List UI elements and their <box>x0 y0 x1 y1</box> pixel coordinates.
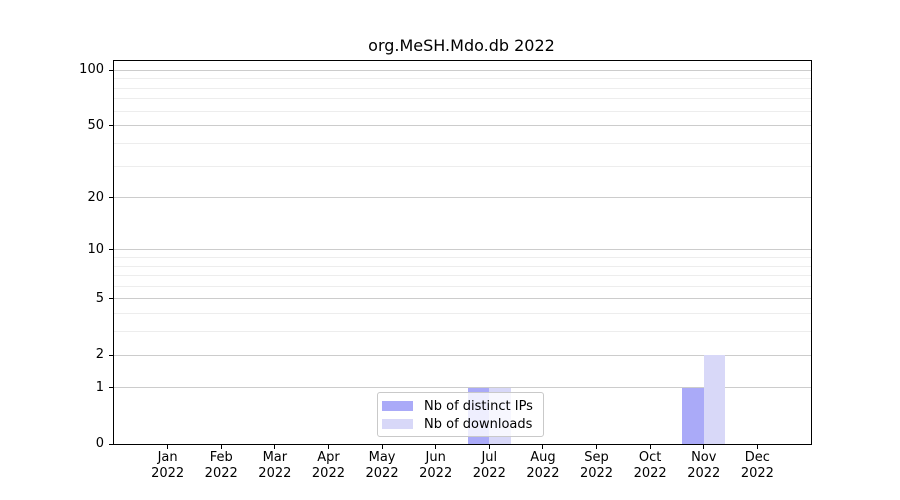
x-tick-mark-jul <box>488 445 490 449</box>
plot-area <box>113 60 812 445</box>
legend-label-distinct-ips: Nb of distinct IPs <box>424 398 533 414</box>
x-tick-label-mar: Mar 2022 <box>258 450 292 481</box>
minor-gridline-6 <box>114 285 811 287</box>
major-gridline-100 <box>114 69 811 71</box>
minor-gridline-4 <box>114 313 811 315</box>
bar-downloads-nov <box>703 355 726 444</box>
y-tick-mark-20 <box>109 197 113 199</box>
minor-gridline-60 <box>114 110 811 112</box>
x-tick-label-jan: Jan 2022 <box>151 450 185 481</box>
chart-title: org.MeSH.Mdo.db 2022 <box>368 36 555 55</box>
legend-swatch-distinct-ips <box>382 401 413 411</box>
y-tick-mark-2 <box>109 354 113 356</box>
legend-swatch-downloads <box>382 419 413 429</box>
x-tick-mark-jan <box>167 445 169 449</box>
x-tick-mark-oct <box>649 445 651 449</box>
y-tick-mark-100 <box>109 69 113 71</box>
x-tick-mark-feb <box>220 445 222 449</box>
x-tick-label-jun: Jun 2022 <box>419 450 453 481</box>
y-tick-label-2: 2 <box>95 347 104 363</box>
minor-gridline-70 <box>114 98 811 100</box>
minor-gridline-90 <box>114 78 811 80</box>
major-gridline-5 <box>114 298 811 300</box>
x-tick-mark-dec <box>756 445 758 449</box>
x-tick-label-oct: Oct 2022 <box>633 450 667 481</box>
legend-label-downloads: Nb of downloads <box>424 416 533 432</box>
legend-item-downloads: Nb of downloads <box>382 415 543 433</box>
major-gridline-10 <box>114 249 811 251</box>
x-tick-label-feb: Feb 2022 <box>204 450 238 481</box>
y-tick-label-20: 20 <box>87 189 104 205</box>
major-gridline-2 <box>114 354 811 356</box>
legend: Nb of distinct IPs Nb of downloads <box>377 392 544 437</box>
y-tick-mark-0 <box>109 443 113 445</box>
y-tick-mark-10 <box>109 249 113 251</box>
x-tick-label-sep: Sep 2022 <box>579 450 614 481</box>
x-tick-label-apr: Apr 2022 <box>311 450 345 481</box>
minor-gridline-80 <box>114 87 811 89</box>
y-tick-label-0: 0 <box>95 436 104 451</box>
minor-gridline-3 <box>114 331 811 333</box>
minor-gridline-9 <box>114 257 811 259</box>
major-gridline-50 <box>114 125 811 127</box>
y-tick-mark-50 <box>109 125 113 127</box>
minor-gridline-8 <box>114 265 811 267</box>
x-tick-mark-apr <box>327 445 329 449</box>
x-tick-mark-mar <box>274 445 276 449</box>
x-tick-label-may: May 2022 <box>365 450 399 481</box>
y-tick-mark-5 <box>109 298 113 300</box>
major-gridline-1 <box>114 387 811 389</box>
x-tick-mark-sep <box>596 445 598 449</box>
bar-distinct-ips-nov <box>682 387 704 444</box>
legend-item-distinct-ips: Nb of distinct IPs <box>382 397 543 415</box>
x-tick-mark-jun <box>435 445 437 449</box>
x-tick-label-aug: Aug 2022 <box>526 450 560 481</box>
x-tick-mark-nov <box>703 445 705 449</box>
minor-gridline-7 <box>114 275 811 277</box>
x-tick-mark-may <box>381 445 383 449</box>
major-gridline-20 <box>114 197 811 199</box>
y-tick-label-10: 10 <box>87 241 104 257</box>
x-tick-mark-aug <box>542 445 544 449</box>
y-tick-label-5: 5 <box>95 290 104 306</box>
x-tick-label-nov: Nov 2022 <box>687 450 721 481</box>
minor-gridline-30 <box>114 165 811 167</box>
x-tick-label-jul: Jul 2022 <box>472 450 506 481</box>
y-tick-label-100: 100 <box>79 62 104 78</box>
y-tick-label-50: 50 <box>87 117 104 133</box>
y-tick-label-1: 1 <box>95 379 104 395</box>
y-tick-mark-1 <box>109 387 113 389</box>
x-tick-label-dec: Dec 2022 <box>740 450 774 481</box>
minor-gridline-40 <box>114 142 811 144</box>
